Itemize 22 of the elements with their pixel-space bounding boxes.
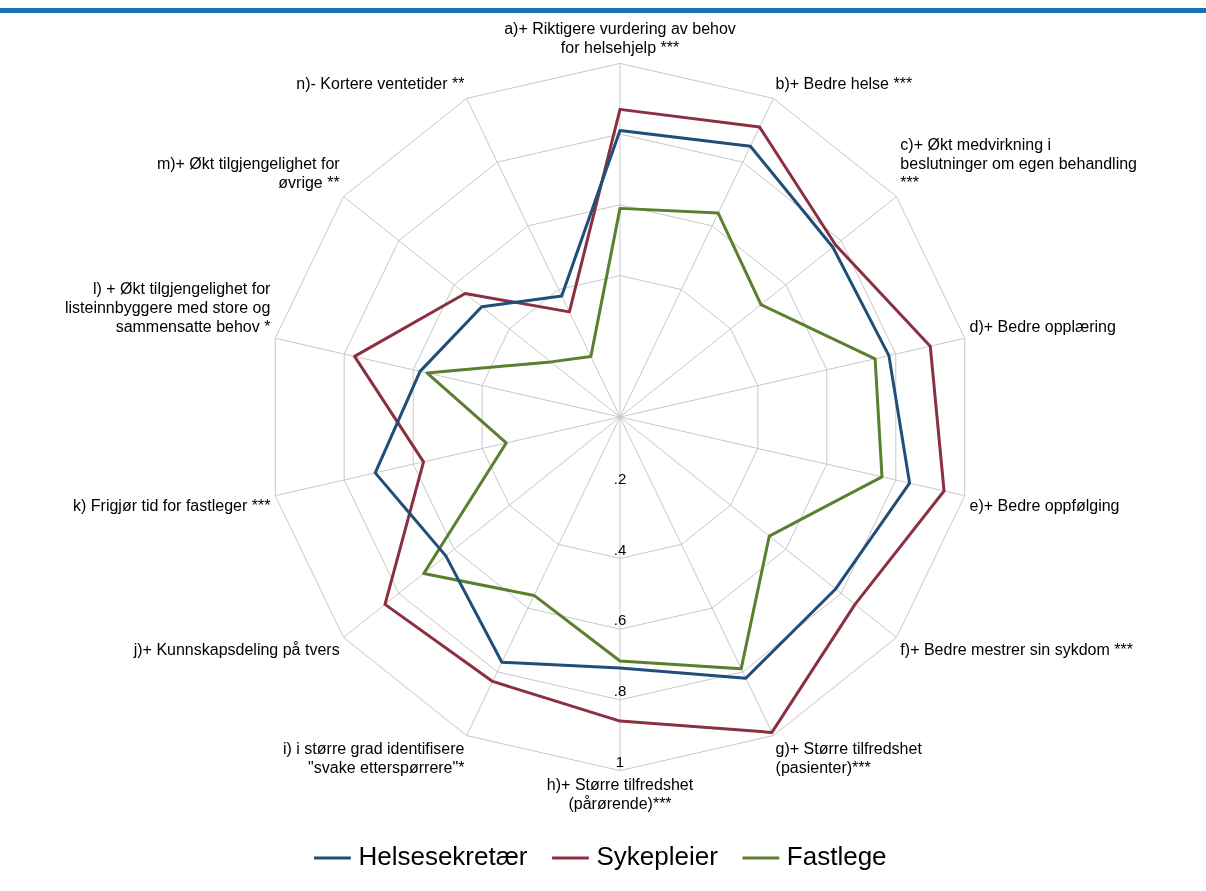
spoke-label: g)+ Større tilfredshet (pasienter)***: [775, 740, 923, 777]
spoke-label: a)+ Riktigere vurdering av behov for helsehjelp ***: [504, 20, 736, 57]
spoke-label: m)+ Økt tilgjengelighet for øvrige **: [156, 155, 341, 192]
spoke-label: i) i større grad identifisere "svake etterspørrere"*: [283, 740, 465, 777]
y-tick-label: .4: [613, 540, 627, 558]
y-tick-label: .8: [613, 682, 627, 700]
spoke-label: l) + Økt tilgjengelighet for listeinnbyggere med store og sammensatte behov *: [64, 279, 272, 336]
spoke-label: e)+ Bedre oppfølging: [969, 496, 1120, 514]
spoke-label: f)+ Bedre mestrer sin sykdom ***: [900, 640, 1133, 658]
spoke-label: h)+ Større tilfredshet (pårørende)***: [546, 775, 694, 812]
y-tick-label: .6: [613, 611, 627, 629]
y-tick-label: 1: [615, 752, 625, 770]
legend-label: Fastlege: [786, 841, 887, 872]
spoke-label: c)+ Økt medvirkning i beslutninger om egen behandling ***: [900, 135, 1137, 192]
spoke-label: k) Frigjør tid for fastleger ***: [73, 496, 271, 514]
spoke-label: b)+ Bedre helse ***: [775, 74, 913, 92]
legend-label: Helsesekretær: [358, 841, 528, 872]
legend-label: Sykepleier: [596, 841, 719, 872]
spoke-label: n)- Kortere ventetider **: [296, 74, 465, 92]
y-tick-label: .2: [613, 469, 627, 487]
spoke-label: j)+ Kunnskapsdeling på tvers: [132, 640, 340, 658]
spoke-label: d)+ Bedre opplæring: [969, 318, 1116, 336]
